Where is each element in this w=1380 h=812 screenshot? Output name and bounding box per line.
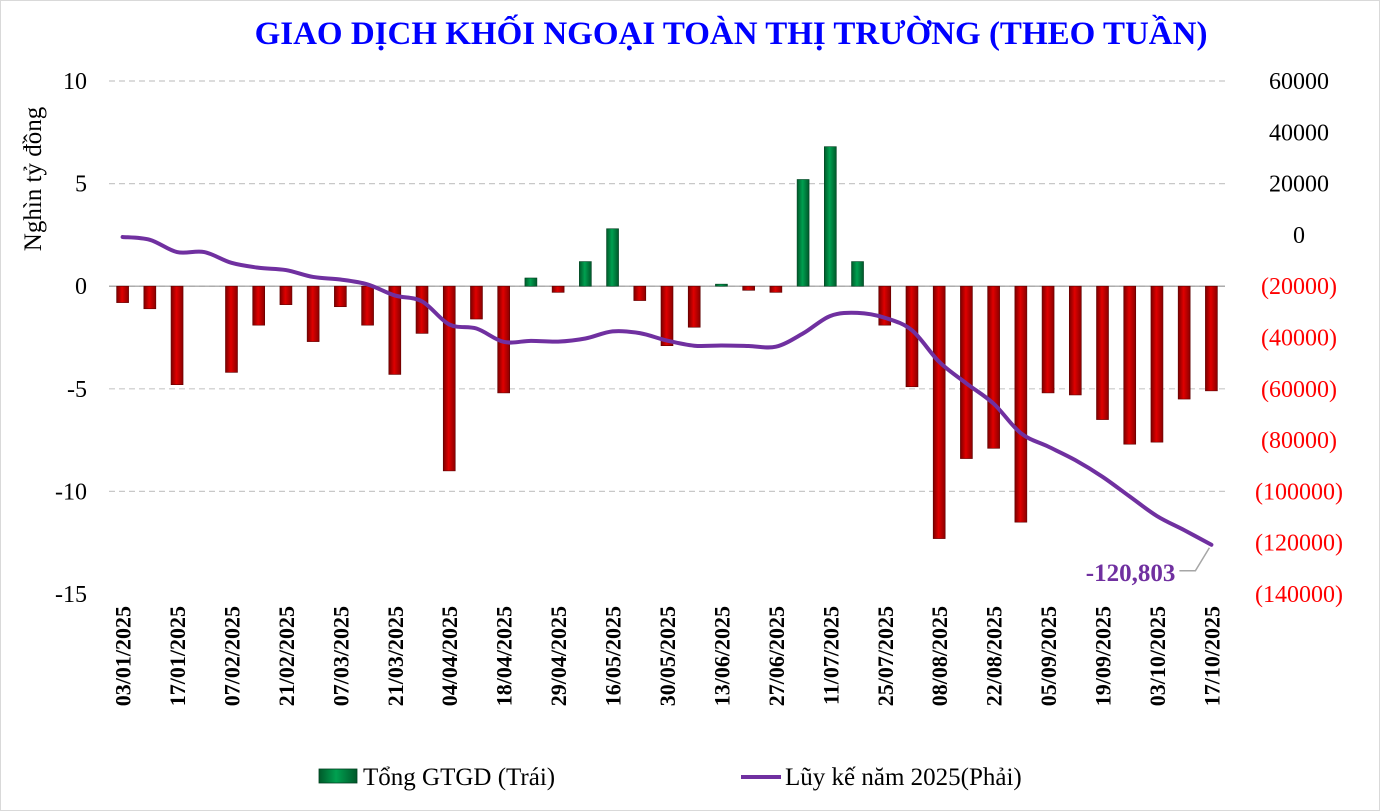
bar <box>742 285 755 291</box>
bar <box>633 285 647 301</box>
x-tick-label: 11/07/2025 <box>818 606 843 705</box>
x-tick-label: 30/05/2025 <box>655 606 680 706</box>
right-tick-label: (120000) <box>1255 531 1343 557</box>
bar <box>388 285 402 375</box>
bar <box>796 179 810 287</box>
bar <box>225 285 238 373</box>
x-tick-label: 16/05/2025 <box>601 606 626 706</box>
x-tick-label: 13/06/2025 <box>709 606 734 706</box>
right-tick-label: 40000 <box>1269 120 1329 146</box>
x-tick-label: 27/06/2025 <box>764 606 789 706</box>
bar <box>960 285 973 459</box>
bar <box>1041 285 1055 394</box>
right-tick-label: 60000 <box>1269 69 1329 95</box>
x-tick-label: 07/02/2025 <box>219 606 244 706</box>
annotation-leader <box>1179 547 1211 572</box>
legend-line-label: Lũy kế năm 2025(Phải) <box>785 764 1022 791</box>
final-value-label: -120,803 <box>1086 560 1176 587</box>
bar <box>851 261 864 287</box>
x-tick-label: 04/04/2025 <box>437 606 462 706</box>
legend-bar-swatch <box>318 768 358 784</box>
x-tick-label: 21/02/2025 <box>274 606 299 706</box>
right-tick-label: (20000) <box>1261 274 1337 300</box>
bar <box>715 283 728 287</box>
bar <box>824 146 837 287</box>
bar <box>987 285 1000 449</box>
x-tick-label: 17/10/2025 <box>1199 606 1224 706</box>
right-tick-label: (60000) <box>1261 377 1337 403</box>
left-tick-label: 0 <box>75 274 87 300</box>
chart-title: GIAO DỊCH KHỐI NGOẠI TOÀN THỊ TRƯỜNG (TH… <box>255 13 1208 52</box>
left-tick-label: -15 <box>55 582 87 608</box>
bar <box>524 277 538 287</box>
bar <box>1014 285 1028 523</box>
bar <box>279 285 293 305</box>
bar <box>442 285 456 472</box>
legend-bar-label: Tổng GTGD (Trái) <box>363 764 555 791</box>
x-tick-label: 07/03/2025 <box>328 606 353 706</box>
x-tick-label: 17/01/2025 <box>165 606 190 706</box>
bar <box>1205 285 1218 392</box>
left-tick-label: -5 <box>67 377 87 403</box>
x-tick-label: 03/10/2025 <box>1145 606 1170 706</box>
left-tick-label: 5 <box>75 172 87 198</box>
bar <box>579 261 592 287</box>
x-tick-label: 18/04/2025 <box>492 606 517 706</box>
right-tick-label: 0 <box>1293 223 1305 249</box>
x-tick-label: 19/09/2025 <box>1091 606 1116 706</box>
bar <box>1068 285 1082 396</box>
bar <box>334 285 347 308</box>
left-tick-label: -10 <box>55 479 87 505</box>
y-axis-label: Nghìn tỷ đồng <box>20 106 47 251</box>
x-tick-label: 08/08/2025 <box>927 606 952 706</box>
x-tick-label: 03/01/2025 <box>111 606 136 706</box>
right-tick-label: (100000) <box>1255 479 1343 505</box>
bar <box>361 285 374 326</box>
bar <box>143 285 157 310</box>
x-tick-label: 25/07/2025 <box>873 606 898 706</box>
bar <box>769 285 783 293</box>
bar <box>660 285 674 347</box>
x-tick-label: 05/09/2025 <box>1036 606 1061 706</box>
x-tick-label: 21/03/2025 <box>383 606 408 706</box>
bar <box>551 285 565 293</box>
bar <box>170 285 184 385</box>
bar <box>470 285 483 320</box>
bar <box>932 285 946 539</box>
bar <box>306 285 320 342</box>
bar <box>415 285 429 334</box>
bar <box>606 228 619 287</box>
right-tick-label: (140000) <box>1255 582 1343 608</box>
bar <box>1150 285 1164 443</box>
bar <box>687 285 701 328</box>
bar <box>252 285 266 326</box>
right-tick-label: 20000 <box>1269 172 1329 198</box>
bar <box>116 285 129 303</box>
x-tick-label: 22/08/2025 <box>982 606 1007 706</box>
bar <box>1177 285 1191 400</box>
x-tick-label: 29/04/2025 <box>546 606 571 706</box>
bar <box>1123 285 1137 445</box>
bar <box>1096 285 1109 420</box>
left-tick-label: 10 <box>63 69 87 95</box>
right-tick-label: (80000) <box>1261 428 1337 454</box>
right-tick-label: (40000) <box>1261 326 1337 352</box>
cumulative-line <box>120 234 1214 547</box>
